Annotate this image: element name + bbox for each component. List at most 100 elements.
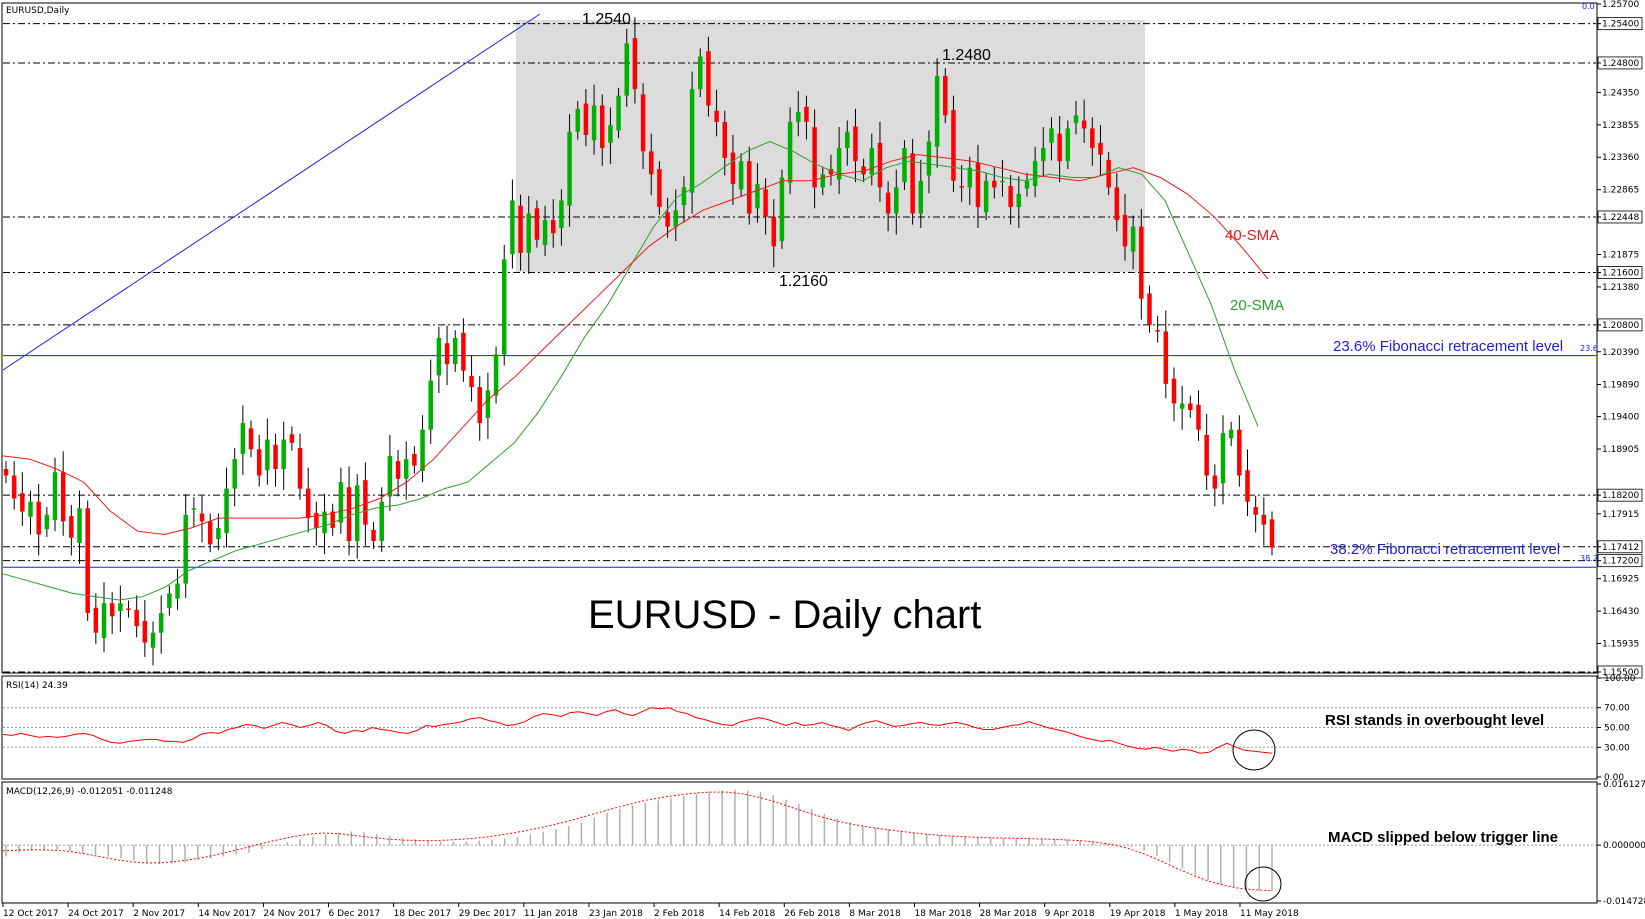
y-tick-label: 1.24350 xyxy=(1602,88,1639,98)
x-tick-label: 29 Dec 2017 xyxy=(459,909,516,919)
candle-body xyxy=(1253,506,1258,515)
candle-body xyxy=(477,387,482,424)
candle-body xyxy=(224,488,229,534)
rsi-panel: 100.00 70.00 50.00 30.00 0.00 xyxy=(2,674,1636,783)
candle-body xyxy=(910,153,915,214)
candle-body xyxy=(649,151,654,175)
rsi-tick-label: 50.00 xyxy=(1604,724,1630,734)
candle-body xyxy=(567,131,572,206)
candle-body xyxy=(1000,180,1005,183)
candle-body xyxy=(967,167,973,188)
candle-body xyxy=(1147,293,1152,325)
candle-body xyxy=(1114,187,1120,221)
x-tick-label: 26 Feb 2018 xyxy=(784,909,840,919)
macd-circle-marker xyxy=(1244,866,1282,902)
candle-body xyxy=(796,112,801,122)
candle-body xyxy=(550,220,556,234)
candle-body xyxy=(1204,434,1209,476)
y-tick-label: 1.16925 xyxy=(1602,575,1639,585)
candle-body xyxy=(3,468,9,476)
moving-averages xyxy=(2,140,1269,601)
candle-body xyxy=(992,180,997,188)
candle-body xyxy=(44,514,50,530)
y-tick-label: 1.25400 xyxy=(1602,20,1639,30)
candle-body xyxy=(273,444,278,469)
candle-body xyxy=(738,161,744,190)
y-tick-label: 1.15500 xyxy=(1602,668,1639,678)
candle-body xyxy=(1049,128,1054,143)
candle-body xyxy=(869,148,875,175)
candle-body xyxy=(281,439,286,469)
candle-body xyxy=(1228,429,1234,439)
candle-body xyxy=(167,593,172,608)
candle-body xyxy=(828,169,834,175)
candle-body xyxy=(787,121,793,183)
candle-body xyxy=(1065,128,1071,162)
high-annotation: 1.2540 xyxy=(582,11,631,28)
symbol-label: EURUSD,Daily xyxy=(6,6,70,16)
candle-body xyxy=(109,603,115,617)
candle-body xyxy=(975,162,981,208)
candle-body xyxy=(387,455,393,497)
x-tick-label: 14 Nov 2017 xyxy=(198,909,256,919)
x-tick-label: 24 Oct 2017 xyxy=(68,909,124,919)
x-tick-label: 9 Apr 2018 xyxy=(1045,909,1095,919)
candle-body xyxy=(1237,429,1242,476)
candle-body xyxy=(673,210,679,227)
candle-body xyxy=(142,620,148,643)
candle-body xyxy=(861,166,866,175)
fib236-label: 23.6% Fibonacci retracement level xyxy=(1333,338,1563,355)
candle-body xyxy=(371,529,376,542)
rsi-tick-label: 100.00 xyxy=(1604,674,1636,684)
rsi-tick-label: 0.00 xyxy=(1604,773,1624,783)
y-tick-label: 1.25700 xyxy=(1602,0,1639,10)
candle-body xyxy=(763,189,768,217)
y-tick-label: 1.15935 xyxy=(1602,640,1639,650)
trend-line xyxy=(2,13,541,371)
candle-body xyxy=(1155,330,1160,332)
candle-body xyxy=(657,169,662,208)
macd-label: MACD(12,26,9) -0.012051 -0.011248 xyxy=(6,787,173,797)
x-tick-label: 18 Mar 2018 xyxy=(914,909,971,919)
candle-body xyxy=(93,607,99,633)
candle-body xyxy=(297,448,303,489)
candle-body xyxy=(461,332,466,371)
rsi-annotation: RSI stands in overbought level xyxy=(1325,712,1544,729)
macd-panel-frame xyxy=(1,781,1598,904)
candle-body xyxy=(485,390,491,418)
candle-body xyxy=(1196,404,1201,430)
candle-body xyxy=(943,76,948,116)
date-x-axis: 12 Oct 2017 24 Oct 2017 2 Nov 2017 14 Nov 2… xyxy=(2,903,1299,919)
candle-body xyxy=(730,152,736,185)
candle-body xyxy=(403,459,409,479)
macd-tick-label: 0.016127 xyxy=(1603,780,1645,790)
x-tick-label: 8 Mar 2018 xyxy=(849,909,901,919)
candle-body xyxy=(559,200,564,228)
candle-body xyxy=(183,514,188,584)
x-tick-label: 11 Jan 2018 xyxy=(524,909,578,919)
fib382-tag: 38.2 xyxy=(1580,554,1598,563)
candle-body xyxy=(1171,378,1177,404)
candle-body xyxy=(632,38,638,90)
candle-body xyxy=(534,208,540,240)
candle-body xyxy=(983,180,989,213)
y-tick-label: 1.21380 xyxy=(1602,283,1639,293)
candle-body xyxy=(1130,226,1136,252)
candle-body xyxy=(853,126,858,162)
candle-body xyxy=(1081,120,1087,129)
candle-body xyxy=(126,608,131,610)
second-high-annotation: 1.2480 xyxy=(942,47,991,64)
candle-body xyxy=(1016,193,1022,208)
candle-body xyxy=(804,106,809,122)
y-tick-label: 1.16430 xyxy=(1602,607,1639,617)
candle-body xyxy=(1032,161,1038,187)
x-tick-label: 14 Feb 2018 xyxy=(719,909,775,919)
candle-body xyxy=(771,216,777,247)
candle-body xyxy=(305,488,311,519)
candle-body xyxy=(20,493,25,512)
candle-body xyxy=(1220,432,1226,484)
candle-body xyxy=(1090,128,1095,149)
rsi-label: RSI(14) 24.39 xyxy=(6,681,68,691)
